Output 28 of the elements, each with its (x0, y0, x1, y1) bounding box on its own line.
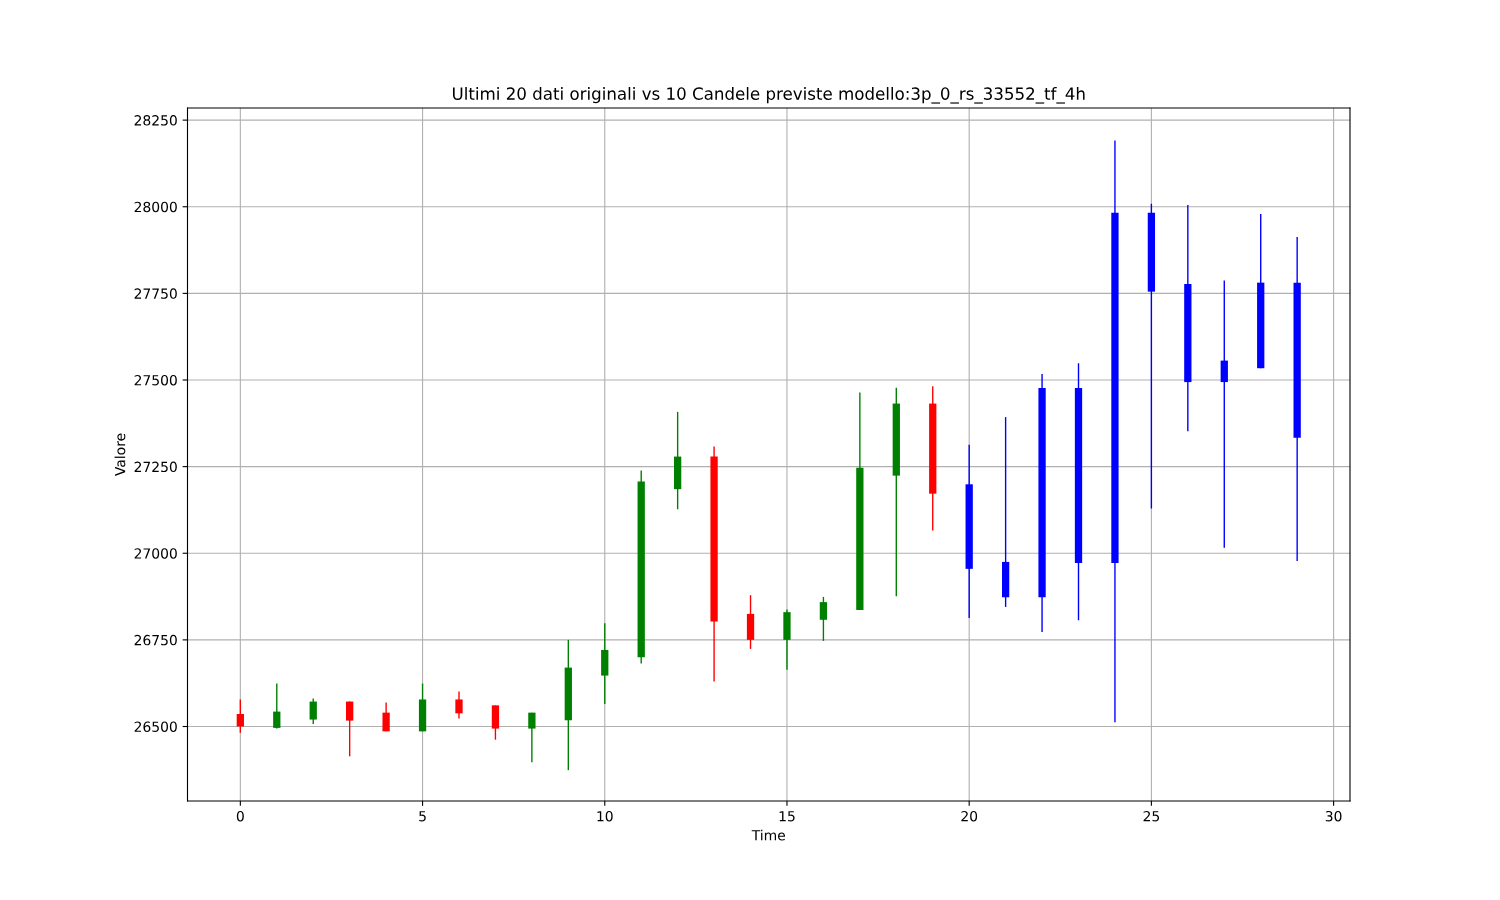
candlestick (382, 701, 390, 733)
y-tick-label: 28000 (134, 201, 177, 213)
x-tick-label: 0 (236, 810, 244, 822)
candlestick (819, 596, 828, 642)
x-tick-label: 25 (1143, 810, 1160, 822)
candlestick (528, 711, 536, 763)
x-tick-label: 15 (779, 811, 795, 822)
candlestick (236, 698, 244, 734)
y-tick-label: 26500 (134, 721, 177, 732)
candlestick (273, 682, 281, 730)
chart-title: Ultimi 20 dati originali vs 10 Candele previste modello:3p_0_rs_33552_tf_4h (452, 87, 1085, 104)
x-tick-label: 5 (419, 811, 426, 822)
candlestick (1220, 279, 1228, 549)
y-tick-label: 27500 (134, 374, 177, 386)
candlestick (309, 697, 317, 725)
y-tick-label: 28250 (134, 115, 177, 126)
candlestick (455, 690, 463, 720)
x-axis-title: Time (751, 829, 785, 841)
y-tick-label: 27250 (134, 461, 177, 473)
x-tick-label: 30 (1325, 810, 1342, 822)
y-tick-label: 26750 (134, 634, 177, 646)
y-tick-label: 27000 (134, 548, 177, 559)
candlestick (346, 700, 354, 757)
x-tick-label: 10 (597, 810, 613, 822)
x-tick-label: 20 (961, 810, 978, 822)
candlestick (491, 704, 500, 741)
y-tick-label: 27750 (134, 288, 177, 299)
y-axis-title: Valore (114, 433, 126, 477)
